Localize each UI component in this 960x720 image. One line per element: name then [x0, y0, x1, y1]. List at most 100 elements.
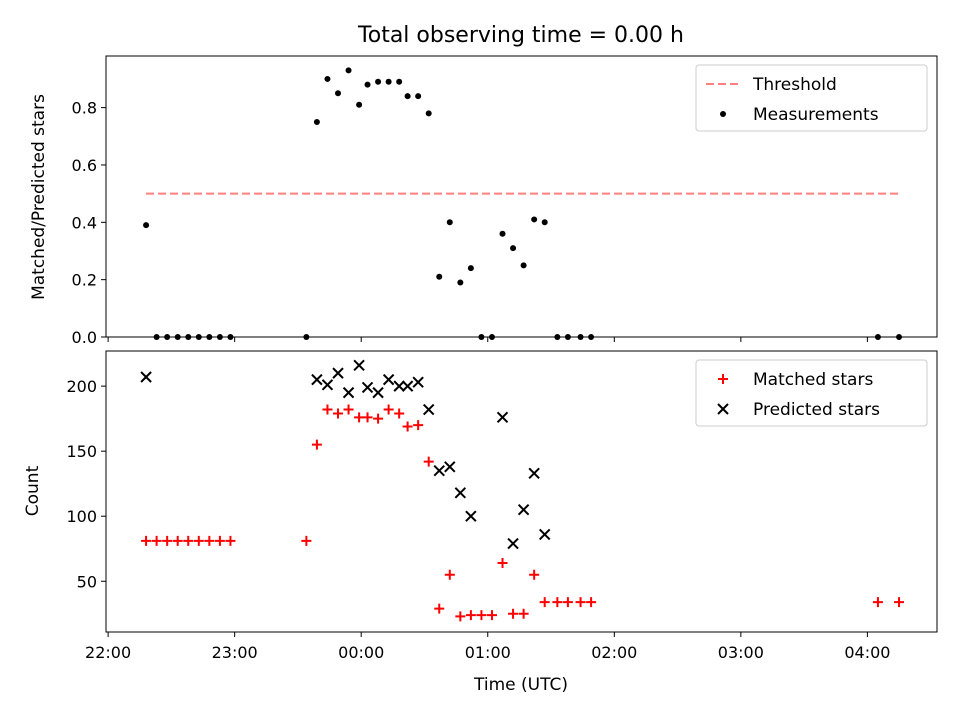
matched-stars-point [225, 535, 236, 546]
bottom-x-tick-label: 23:00 [212, 643, 258, 662]
measurement-point [520, 262, 527, 269]
top-y-tick-label: 0.4 [72, 213, 97, 232]
x-axis-label: Time (UTC) [473, 675, 568, 695]
matched-stars-point [354, 412, 365, 423]
matched-stars-point [539, 597, 550, 608]
predicted-stars-point [140, 371, 152, 383]
matched-stars-point [151, 535, 162, 546]
matched-stars-point [311, 439, 322, 450]
matched-stars-point [508, 608, 519, 619]
bottom-x-tick-label: 22:00 [85, 643, 131, 662]
bottom-y-tick-label: 150 [66, 442, 97, 461]
predicted-stars-point [342, 386, 355, 399]
predicted-stars-point [538, 528, 551, 541]
measurement-point [404, 93, 411, 100]
matched-stars-point [575, 597, 586, 608]
bottom-x-tick-label: 04:00 [844, 643, 890, 662]
matched-stars-point [444, 569, 455, 580]
predicted-stars-point [496, 411, 509, 424]
measurement-point [436, 273, 443, 280]
predicted-stars-point [382, 373, 395, 386]
predicted-stars-point [361, 381, 374, 394]
top-y-axis-label: Matched/Predicted stars [29, 94, 49, 300]
top-y-tick-label: 0.2 [72, 271, 97, 290]
matched-stars-point [322, 404, 333, 415]
matched-stars-point [455, 611, 466, 622]
bottom-axes-frame [105, 350, 938, 633]
predicted-stars-point [321, 379, 334, 391]
top-y-tick-label: 0.6 [72, 156, 97, 175]
predicted-stars-point [412, 376, 424, 388]
predicted-stars-point [444, 461, 456, 473]
measurement-point [467, 265, 474, 272]
predicted-stars-point [372, 386, 384, 399]
bottom-x-tick-label: 03:00 [718, 643, 764, 662]
top-legend-label: Measurements [753, 105, 879, 125]
predicted-stars-point [454, 487, 467, 499]
matched-stars-point [434, 603, 445, 614]
matched-stars-point [183, 535, 194, 546]
top-legend: Threshold Measurements [695, 64, 928, 132]
top-y-tick-label: 0.8 [72, 99, 97, 118]
legend-measurements-swatch [720, 111, 726, 117]
top-axes-frame [105, 55, 938, 338]
matched-stars-point [413, 420, 424, 431]
matched-stars-point [562, 597, 573, 608]
matched-stars-point [383, 404, 394, 415]
bottom-x-tick-label: 01:00 [465, 643, 511, 662]
matched-stars-point [301, 535, 312, 546]
matched-stars-point [586, 597, 597, 608]
predicted-stars-point [422, 403, 435, 416]
matched-stars-point [872, 597, 883, 608]
bottom-y-tick-label: 50 [77, 572, 97, 591]
bottom-x-tick-label: 02:00 [591, 643, 637, 662]
bottom-y-tick-label: 100 [66, 507, 97, 526]
measurement-point [143, 222, 150, 229]
measurement-point [415, 93, 422, 100]
measurement-point [499, 230, 506, 237]
predicted-stars-point [528, 467, 540, 479]
matched-stars-point [373, 413, 384, 424]
measurement-point [385, 78, 392, 85]
measurement-point [541, 219, 548, 226]
measurement-point [531, 216, 538, 223]
matched-stars-point [343, 404, 354, 415]
matched-stars-point [476, 610, 487, 621]
matched-stars-point [497, 558, 508, 569]
matched-stars-point [162, 535, 173, 546]
predicted-stars-point [332, 367, 344, 379]
predicted-stars-point [393, 380, 405, 392]
measurement-point [313, 118, 320, 125]
matched-stars-point [333, 408, 344, 419]
matched-stars-point [518, 608, 529, 619]
bottom-legend-label: Matched stars [753, 370, 873, 390]
matched-stars-point [193, 535, 204, 546]
measurement-point [375, 78, 382, 85]
predicted-stars-point [353, 359, 365, 372]
measurement-point [364, 81, 371, 88]
measurement-point [324, 75, 331, 82]
matched-stars-point [402, 421, 413, 432]
predicted-stars-point [433, 464, 445, 477]
matched-stars-point [486, 610, 497, 621]
predicted-stars-point [401, 380, 414, 392]
top-legend-label: Threshold [752, 75, 837, 95]
bottom-y-axis-label: Count [23, 465, 43, 516]
measurement-point [356, 101, 363, 108]
top-y-tick-label: 0.0 [72, 328, 97, 347]
predicted-stars-point [507, 537, 519, 550]
matched-stars-point [204, 535, 215, 546]
top-legend-box [695, 64, 928, 132]
top-chart-title: Total observing time = 0.00 h [357, 23, 684, 48]
measurement-point [345, 67, 352, 74]
measurement-point [396, 78, 403, 85]
bottom-legend: Matched stars Predicted stars [695, 359, 928, 427]
bottom-x-tick-label: 00:00 [338, 643, 384, 662]
bottom-legend-box [695, 359, 928, 427]
matched-stars-point [394, 408, 405, 419]
matched-stars-point [894, 597, 905, 608]
top-panel: 0.0 0.2 0.4 0.6 0.8 Threshold Measurements [72, 55, 938, 347]
predicted-stars-point [517, 504, 530, 516]
matched-stars-point [529, 569, 540, 580]
